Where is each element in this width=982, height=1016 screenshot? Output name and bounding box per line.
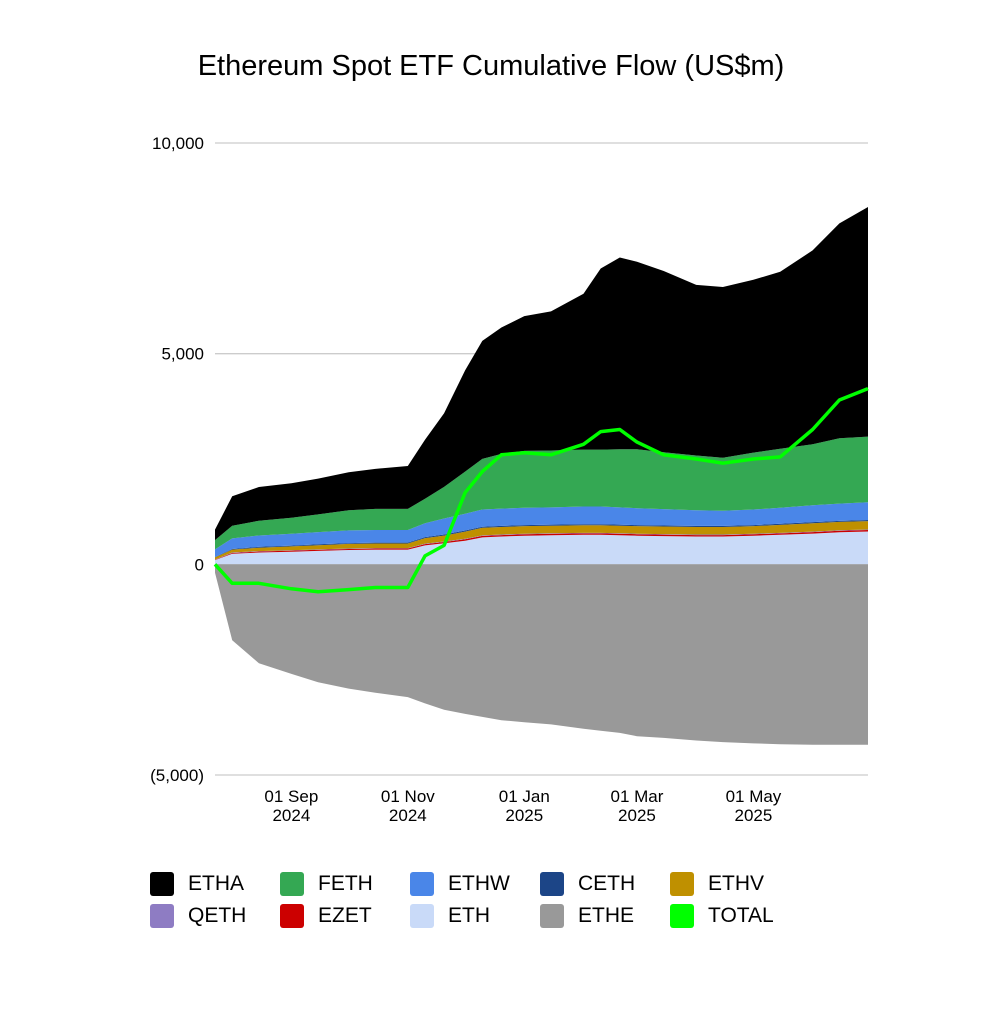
line-total <box>213 386 869 594</box>
area-ezet <box>215 530 868 561</box>
x-tick-label: 01 May 2025 <box>726 787 782 825</box>
legend-swatch <box>280 904 304 928</box>
legend-item-ethv: ETHV <box>670 872 800 896</box>
y-tick-label: 10,000 <box>152 134 204 153</box>
y-axis: 10,000 5,000 0 (5,000) <box>150 134 204 785</box>
area-etha <box>215 207 868 541</box>
legend-swatch <box>540 904 564 928</box>
legend-item-ethe: ETHE <box>540 904 670 928</box>
legend-swatch <box>670 904 694 928</box>
stacked-areas <box>215 207 868 745</box>
area-ethv <box>215 521 868 560</box>
legend-swatch <box>150 872 174 896</box>
legend-label: EZET <box>318 904 372 927</box>
legend-swatch <box>670 872 694 896</box>
legend-item-qeth: QETH <box>150 904 280 928</box>
x-tick-label: 01 Sep 2024 <box>264 787 318 825</box>
legend-row: QETH EZET ETH ETHE TOTAL <box>150 900 850 932</box>
legend-label: ETHA <box>188 872 245 895</box>
legend-item-total: TOTAL <box>670 904 800 928</box>
total-line-layer <box>213 386 869 594</box>
legend-label: QETH <box>188 904 247 927</box>
legend-swatch <box>150 904 174 928</box>
legend-swatch <box>410 904 434 928</box>
legend-label: ETHE <box>578 904 635 927</box>
y-tick-label: 5,000 <box>161 345 204 364</box>
x-tick-label: 01 Jan 2025 <box>499 787 550 825</box>
legend-swatch <box>540 872 564 896</box>
legend-label: CETH <box>578 872 636 895</box>
legend-label: TOTAL <box>708 904 774 927</box>
x-tick-label: 01 Mar 2025 <box>611 787 664 825</box>
area-ethw <box>215 502 868 557</box>
legend-item-ezet: EZET <box>280 904 410 928</box>
legend-item-ceth: CETH <box>540 872 670 896</box>
legend-item-eth: ETH <box>410 904 540 928</box>
legend: ETHA FETH ETHW CETH ETHV QETH EZET ETH ETHE TOTAL <box>150 868 850 932</box>
x-tick-label: 01 Nov 2024 <box>381 787 435 825</box>
chart-area: 10,000 5,000 0 (5,000) 01 Sep 2024 01 Nov 2024… <box>150 134 869 825</box>
legend-item-ethw: ETHW <box>410 872 540 896</box>
y-tick-label: 0 <box>195 555 204 574</box>
legend-label: ETH <box>448 904 490 927</box>
legend-item-feth: FETH <box>280 872 410 896</box>
legend-swatch <box>410 872 434 896</box>
chart-title: Ethereum Spot ETF Cumulative Flow (US$m) <box>197 50 785 82</box>
legend-swatch <box>280 872 304 896</box>
x-axis: 01 Sep 2024 01 Nov 2024 01 Jan 2025 01 Mar 2025… <box>264 787 781 825</box>
legend-row: ETHA FETH ETHW CETH ETHV <box>150 868 850 900</box>
area-feth <box>215 436 868 550</box>
area-ethe <box>215 564 868 745</box>
y-tick-label: (5,000) <box>150 766 204 785</box>
legend-label: FETH <box>318 872 373 895</box>
legend-label: ETHW <box>448 872 510 895</box>
legend-label: ETHV <box>708 872 765 895</box>
area-eth <box>215 531 868 565</box>
legend-item-etha: ETHA <box>150 872 280 896</box>
